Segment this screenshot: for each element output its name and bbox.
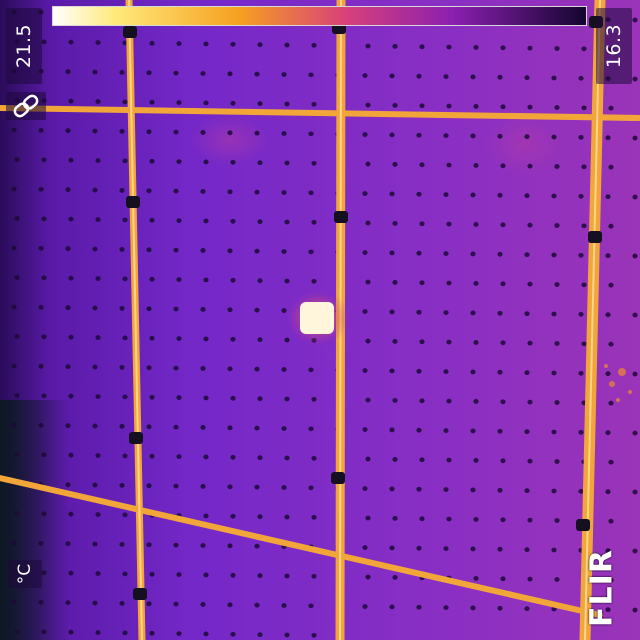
- hot-spot: [300, 302, 334, 334]
- brand-logo-text: FLIR: [584, 549, 620, 627]
- flir-logo: FLIR: [578, 540, 626, 636]
- range-min-badge: 16.3: [596, 8, 632, 84]
- range-max-badge: 21.5: [6, 8, 42, 84]
- temperature-scale-bar: [52, 6, 587, 26]
- range-min-value: 16.3: [603, 23, 625, 69]
- unit-label: °C: [15, 563, 35, 585]
- link-icon[interactable]: [6, 92, 46, 120]
- unit-badge: °C: [8, 560, 42, 588]
- warm-speckles: [604, 364, 632, 402]
- range-max-value: 21.5: [13, 23, 35, 69]
